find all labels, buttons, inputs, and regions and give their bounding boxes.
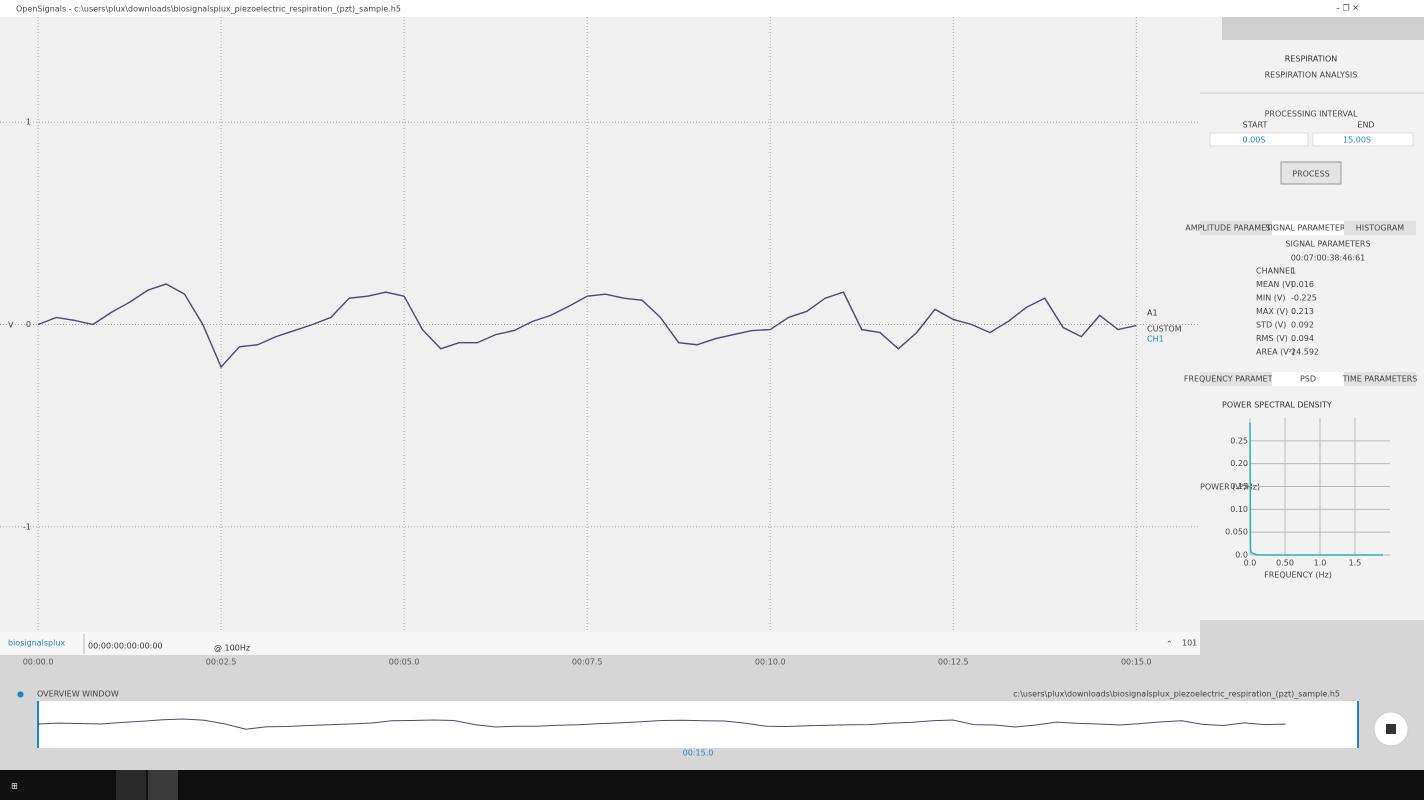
eye-icon[interactable]: ● — [17, 690, 24, 699]
psd-y-label: POWER (V²/Hz) — [1200, 483, 1260, 492]
y-tick-label: 0.20 — [1230, 459, 1248, 468]
x-tick-label: 0.50 — [1276, 559, 1294, 568]
param-value: 0.016 — [1291, 280, 1314, 289]
x-tick-label: 00:15.0 — [1121, 658, 1152, 667]
x-tick-label: 1.0 — [1314, 559, 1327, 568]
end-label: END — [1357, 121, 1374, 130]
param-value: 1 — [1291, 267, 1296, 276]
overview-file: c:\users\plux\downloads\biosignalsplux_p… — [1013, 690, 1340, 699]
y-tick-label: 0.0 — [1235, 551, 1248, 560]
y-tick-label: 0 — [26, 320, 31, 329]
x-tick-label: 00:00.0 — [23, 658, 54, 667]
y-tick-label: 1 — [26, 118, 31, 127]
psd-x-label: FREQUENCY (Hz) — [1264, 571, 1332, 580]
y-tick-label: 0.15 — [1230, 482, 1248, 491]
start-value: 0.00S — [1243, 136, 1266, 145]
panel-top — [1222, 17, 1424, 40]
start-button[interactable]: ⊞ — [11, 782, 18, 791]
end-input[interactable] — [1312, 132, 1414, 147]
y-axis-label: V — [8, 321, 14, 330]
channel-type: CUSTOM — [1147, 325, 1182, 334]
taskbar — [0, 770, 1424, 800]
x-tick-label: 1.5 — [1349, 559, 1362, 568]
tab[interactable] — [1272, 221, 1344, 235]
section-title: SIGNAL PARAMETERS — [1285, 240, 1370, 249]
start-input[interactable] — [1209, 132, 1309, 147]
win-controls[interactable]: – ❐ ✕ — [1336, 4, 1359, 13]
collapse[interactable]: ⌃ — [1166, 640, 1173, 649]
param-name: MAX (V) — [1256, 307, 1288, 316]
y-tick-label: 0.25 — [1230, 436, 1248, 445]
param-value: 0.094 — [1291, 334, 1314, 343]
tab[interactable] — [1200, 221, 1272, 235]
param-name: MIN (V) — [1256, 294, 1286, 303]
timestamp: 00:07:00:38:46:61 — [1291, 254, 1366, 263]
plot-footer — [0, 632, 1200, 655]
process-button[interactable] — [1280, 161, 1342, 185]
task-icon[interactable] — [148, 770, 178, 800]
param-name: RMS (V) — [1256, 334, 1288, 343]
side-panel — [1200, 17, 1424, 620]
stop-icon — [1386, 724, 1396, 734]
x-tick-label: 00:10.0 — [755, 658, 786, 667]
y-tick-label: 0.10 — [1230, 505, 1248, 514]
panel-subtitle: RESPIRATION ANALYSIS — [1265, 71, 1358, 80]
x-tick-label: 0.0 — [1244, 559, 1257, 568]
clock: 00:00:00:00:00:00 — [88, 642, 163, 651]
interval-label: PROCESSING INTERVAL — [1265, 110, 1358, 119]
tab-label: HISTOGRAM — [1356, 224, 1405, 233]
channel-name: A1 — [1147, 309, 1158, 318]
window-title: OpenSignals - c:\users\plux\downloads\bi… — [16, 5, 401, 14]
param-value: 0.092 — [1291, 321, 1314, 330]
param-name: STD (V) — [1256, 321, 1286, 330]
tab-label: FREQUENCY PARAMETERS — [1184, 375, 1288, 384]
process-label: PROCESS — [1292, 170, 1329, 179]
rate: @ 100Hz — [214, 644, 250, 653]
tab-label: TIME PARAMETERS — [1342, 375, 1418, 384]
logo: biosignalsplux — [8, 639, 65, 648]
x-tick-label: 00:02.5 — [206, 658, 237, 667]
tab[interactable] — [1344, 221, 1416, 235]
param-name: AREA (V²) — [1256, 348, 1295, 357]
overview-window — [38, 701, 1358, 748]
y-tick-label: -1 — [23, 522, 31, 531]
channel-id: CH1 — [1147, 335, 1164, 344]
param-value: 24.592 — [1291, 348, 1319, 357]
signal-line — [37, 283, 1137, 369]
tab[interactable] — [1272, 372, 1344, 386]
start-label: START — [1243, 121, 1268, 130]
tab-label: AMPLITUDE PARAMETERS — [1185, 224, 1287, 233]
tab[interactable] — [1344, 372, 1416, 386]
overview-handle[interactable] — [1357, 701, 1359, 748]
overview-label: OVERVIEW WINDOW — [37, 690, 119, 699]
x-tick-label: 00:05.0 — [389, 658, 420, 667]
x-tick-label: 00:07.5 — [572, 658, 603, 667]
signal-line — [1249, 422, 1383, 556]
param-name: CHANNEL — [1256, 267, 1295, 276]
psd-title: POWER SPECTRAL DENSITY — [1222, 401, 1332, 410]
overview-line — [37, 718, 1286, 730]
tab[interactable] — [1200, 372, 1272, 386]
tab-label: SIGNAL PARAMETERS — [1265, 224, 1350, 233]
tab-label: PSD — [1300, 375, 1316, 384]
param-name: MEAN (V) — [1256, 280, 1294, 289]
param-value: -0.225 — [1291, 294, 1317, 303]
footer-button[interactable]: 101 — [1182, 639, 1197, 648]
panel-title: RESPIRATION — [1285, 55, 1338, 64]
y-tick-label: 0.050 — [1225, 528, 1248, 537]
x-tick-label: 00:12.5 — [938, 658, 969, 667]
end-value: 15.00S — [1343, 136, 1371, 145]
overview-time: 00:15.0 — [683, 749, 714, 758]
overview-handle[interactable] — [37, 701, 39, 748]
plot-area — [0, 17, 1200, 655]
param-value: 0.213 — [1291, 307, 1314, 316]
title-bar — [0, 0, 1424, 17]
task-icon[interactable] — [116, 770, 146, 800]
